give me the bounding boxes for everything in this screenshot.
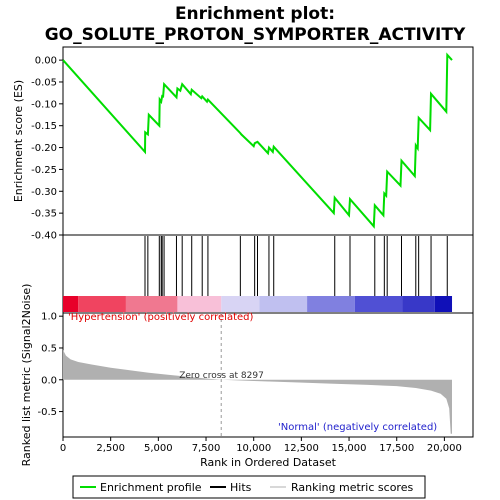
colorbar-segment [78, 296, 126, 312]
es-ytick-label: -0.05 [31, 77, 57, 88]
colorbar-segment [307, 296, 355, 312]
x-axis: 0 2,500 5,000 7,500 10,000 12,500 15,000 17,500… [60, 437, 462, 454]
metric-yaxis: 1.0 0.5 0.0 -0.5 [37, 312, 63, 418]
x-tick-label: 15,000 [332, 443, 367, 454]
metric-ytick-label: 1.0 [41, 312, 57, 323]
es-ytick-label: -0.15 [31, 121, 57, 132]
x-tick-label: 5,000 [144, 443, 173, 454]
colorbar-segment [354, 296, 403, 312]
x-tick-label: 2,500 [96, 443, 125, 454]
es-ytick-label: -0.25 [31, 165, 57, 176]
x-tick-label: 20,000 [427, 443, 462, 454]
x-tick-label: 12,500 [284, 443, 319, 454]
x-axis-label: Rank in Ordered Dataset [200, 456, 337, 469]
x-tick-label: 0 [60, 443, 66, 454]
legend: Enrichment profile Hits Ranking metric s… [72, 475, 426, 499]
legend-metric-label: Ranking metric scores [291, 481, 413, 494]
colorbar-segment [125, 296, 178, 312]
chart-title-line2: GO_SOLUTE_PROTON_SYMPORTER_ACTIVITY [45, 25, 466, 45]
colorbar-segment [221, 296, 260, 312]
es-ytick-label: -0.40 [31, 231, 57, 242]
legend-hits-label: Hits [230, 481, 252, 494]
metric-ytick-label: 0.0 [41, 375, 57, 386]
es-ytick-label: -0.20 [31, 143, 57, 154]
ranking-colorbar [63, 296, 453, 312]
x-tick-label: 17,500 [379, 443, 414, 454]
positive-correlation-label: 'Hypertension' (positively correlated) [68, 312, 254, 323]
x-tick-label: 10,000 [236, 443, 271, 454]
legend-box [72, 475, 426, 499]
enrichment-profile-line [62, 52, 453, 229]
es-ytick-label: 0.00 [35, 56, 57, 67]
metric-ytick-label: 0.5 [41, 343, 57, 354]
es-panel-frame [62, 46, 474, 236]
colorbar-segment [434, 296, 453, 312]
colorbar-segment [402, 296, 435, 312]
negative-correlation-label: 'Normal' (negatively correlated) [278, 422, 437, 433]
es-yaxis: 0.00 -0.05 -0.10 -0.15 -0.20 -0.25 -0.30 -0.35 -… [31, 56, 63, 242]
zero-cross-label: Zero cross at 8297 [179, 371, 264, 381]
hits-markers [144, 236, 448, 296]
legend-enrichment-label: Enrichment profile [100, 481, 202, 494]
colorbar-segment [259, 296, 308, 312]
es-ylabel: Enrichment score (ES) [12, 80, 25, 202]
metric-ytick-label: -0.5 [37, 407, 57, 418]
colorbar-segment [177, 296, 222, 312]
metric-ylabel: Ranked list metric (Signal2Noise) [20, 284, 33, 467]
es-ytick-label: -0.35 [31, 209, 57, 220]
es-ytick-label: -0.30 [31, 187, 57, 198]
chart-title-line1: Enrichment plot: [175, 4, 335, 24]
es-ytick-label: -0.10 [31, 99, 57, 110]
colorbar-segment [63, 296, 79, 312]
x-tick-label: 7,500 [192, 443, 221, 454]
